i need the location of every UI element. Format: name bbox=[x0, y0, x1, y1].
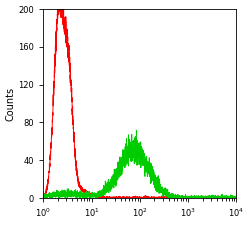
Y-axis label: Counts: Counts bbox=[6, 86, 16, 121]
